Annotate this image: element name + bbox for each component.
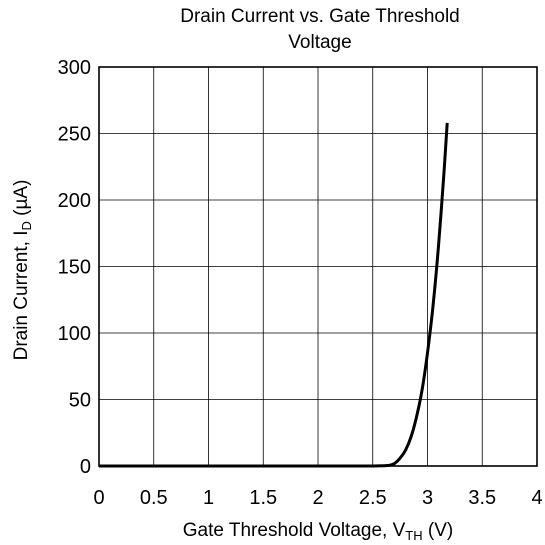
x-axis-label: Gate Threshold Voltage, VTH (V) bbox=[183, 520, 453, 543]
y-tick-label: 0 bbox=[80, 456, 91, 478]
grid-lines bbox=[98, 66, 538, 467]
x-tick-label: 1.5 bbox=[249, 487, 277, 509]
x-tick-label: 4 bbox=[531, 487, 542, 509]
x-tick-label: 2 bbox=[312, 487, 323, 509]
y-tick-label: 150 bbox=[58, 257, 91, 279]
y-tick-label: 50 bbox=[69, 390, 91, 412]
y-tick-label: 200 bbox=[58, 190, 91, 212]
y-tick-labels: 0 50 100 150 200 250 300 bbox=[58, 57, 91, 478]
x-tick-label: 0 bbox=[93, 487, 104, 509]
y-tick-label: 300 bbox=[58, 57, 91, 79]
series-line bbox=[99, 122, 449, 468]
chart-title-line-2: Voltage bbox=[288, 32, 352, 53]
chart-title-line-1: Drain Current vs. Gate Threshold bbox=[180, 6, 460, 27]
y-tick-label: 100 bbox=[58, 323, 91, 345]
x-tick-label: 1 bbox=[203, 487, 214, 509]
x-tick-label: 3 bbox=[422, 487, 433, 509]
x-tick-labels: 0 0.5 1 1.5 2 2.5 3 3.5 4 bbox=[93, 487, 542, 509]
x-tick-label: 3.5 bbox=[468, 487, 496, 509]
y-axis-label: Drain Current, ID (µA) bbox=[11, 180, 34, 361]
x-tick-label: 0.5 bbox=[140, 487, 168, 509]
x-tick-label: 2.5 bbox=[359, 487, 387, 509]
y-tick-label: 250 bbox=[58, 124, 91, 146]
